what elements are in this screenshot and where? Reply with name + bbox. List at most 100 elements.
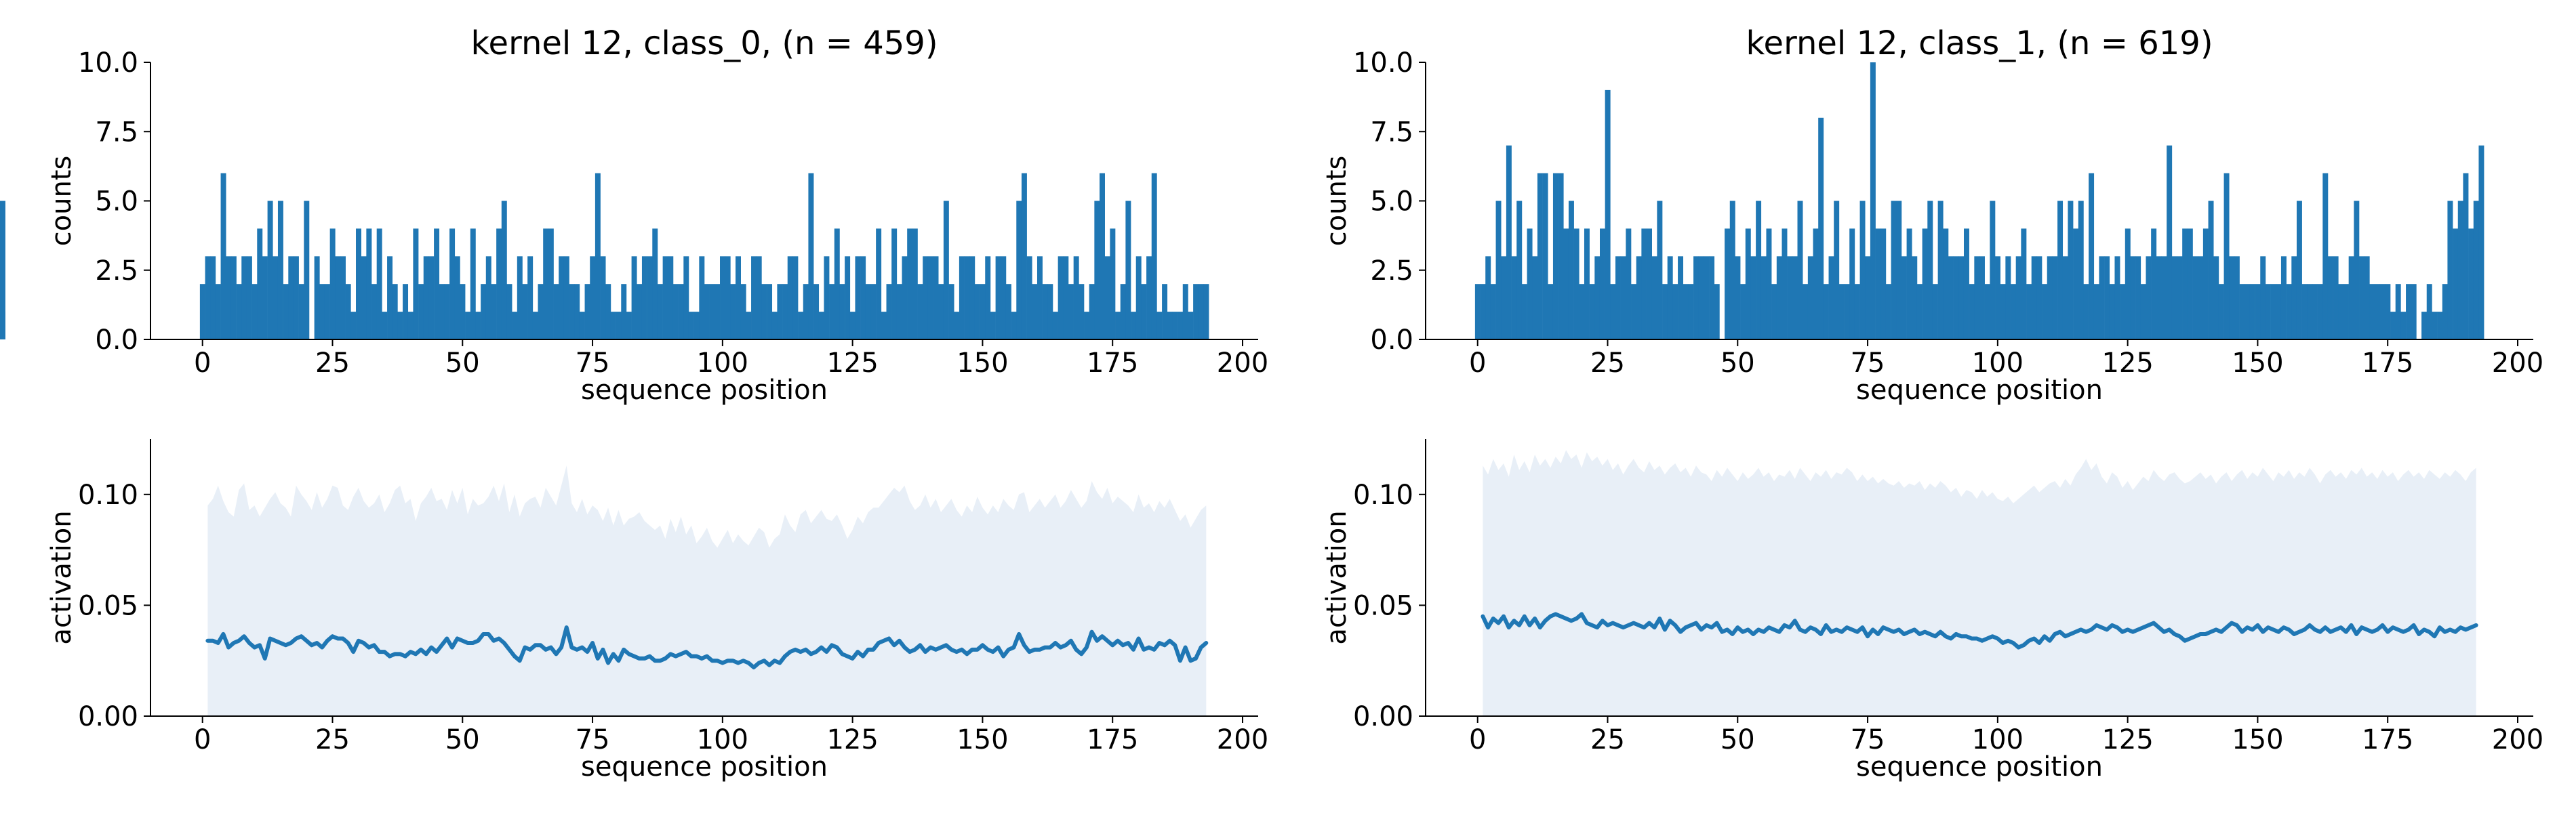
x-tick-label: 25: [1590, 724, 1625, 755]
bar: [1792, 256, 1798, 339]
bar: [870, 284, 877, 339]
bar: [220, 173, 226, 339]
bar: [1745, 228, 1751, 339]
y-axis-label: counts: [46, 156, 77, 247]
bar: [2089, 173, 2095, 339]
bar: [465, 312, 471, 339]
bar: [1932, 284, 1938, 339]
bar: [1151, 173, 1157, 339]
x-tick-label: 50: [445, 724, 480, 755]
bar: [2468, 228, 2474, 339]
bar: [335, 256, 341, 339]
bar: [891, 228, 898, 339]
chart-panel-bottom-left: 0 25 50 75 100 125 150 175 200 0.00 0.05 0.10 sequen…: [46, 439, 1268, 783]
bar: [584, 284, 590, 339]
chart-panel-top-right: 0 25 50 75 100 125 150 175 200 0.0 2.5 5.0 7.5 10.0 se…: [1321, 24, 2543, 406]
bar: [517, 256, 523, 339]
bar: [423, 256, 429, 339]
bar: [740, 284, 746, 339]
bar: [1818, 117, 1824, 340]
bar: [693, 312, 700, 339]
x-tick-label: 200: [2492, 348, 2543, 379]
bar: [699, 256, 705, 339]
bar: [267, 201, 273, 339]
bar: [2400, 312, 2407, 339]
bar: [2395, 284, 2401, 339]
y-tick-label: 0.10: [78, 480, 138, 511]
x-tick-label: 75: [576, 348, 610, 379]
bar: [1605, 89, 1611, 339]
bar: [896, 284, 902, 339]
bar: [1626, 228, 1632, 339]
bar: [610, 312, 616, 339]
bar: [2156, 256, 2162, 339]
bar: [428, 256, 435, 339]
x-tick-label: 25: [1590, 348, 1625, 379]
y-axis-label: activation: [1321, 510, 1352, 644]
bar: [1573, 228, 1579, 339]
x-tick-label: 50: [1720, 724, 1755, 755]
bar: [439, 284, 445, 339]
bar: [2369, 284, 2375, 339]
bar: [959, 256, 965, 339]
bar: [746, 312, 752, 339]
bar: [641, 256, 647, 339]
bar: [948, 284, 954, 339]
bar: [969, 256, 975, 339]
bar: [2052, 256, 2058, 339]
bar: [1568, 201, 1574, 339]
bar: [2245, 284, 2251, 339]
bar: [1651, 256, 1657, 339]
bar: [2093, 284, 2099, 339]
y-axis-label: activation: [46, 510, 77, 644]
bar: [1026, 256, 1032, 339]
bar: [1110, 228, 1116, 339]
bar: [491, 284, 497, 339]
bar: [1058, 256, 1064, 339]
bar: [1667, 256, 1673, 339]
bar: [2338, 284, 2344, 339]
bar: [1880, 228, 1887, 339]
bar: [1709, 256, 1715, 339]
y-tick-label: 0.05: [1353, 590, 1413, 621]
bar: [2385, 284, 2391, 339]
bar: [2011, 284, 2016, 339]
bar: [1172, 312, 1178, 339]
bar: [621, 284, 627, 339]
bar: [1813, 228, 1819, 339]
bar: [1787, 256, 1793, 339]
bar: [1984, 284, 1990, 339]
bar: [865, 284, 871, 339]
x-tick-label: 75: [1851, 348, 1885, 379]
bar: [2301, 284, 2308, 339]
bar: [1735, 256, 1741, 339]
bar: [2223, 173, 2230, 339]
bar: [2120, 284, 2126, 339]
bar: [1178, 312, 1184, 339]
bar: [1969, 284, 1975, 339]
y-tick-label: 0.0: [1370, 325, 1413, 356]
bar: [2457, 201, 2463, 339]
bar: [1532, 256, 1538, 339]
bar: [475, 312, 481, 339]
bar: [527, 256, 534, 339]
x-tick-label: 125: [826, 348, 878, 379]
bar: [1485, 256, 1491, 339]
bar: [496, 228, 502, 339]
bar: [824, 256, 830, 339]
bar: [725, 256, 731, 339]
bar: [1771, 284, 1777, 339]
bar: [205, 256, 211, 339]
bar: [1495, 201, 1502, 339]
bar: [2042, 284, 2048, 339]
bar: [2375, 284, 2380, 339]
bar: [2198, 256, 2204, 339]
x-axis-label: sequence position: [581, 375, 828, 406]
bar: [849, 312, 856, 339]
x-tick-label: 25: [315, 348, 350, 379]
bar: [1750, 256, 1756, 339]
bar: [1865, 256, 1871, 339]
bar: [1188, 312, 1194, 339]
bar: [1146, 256, 1152, 339]
x-axis-label: sequence position: [581, 751, 828, 783]
